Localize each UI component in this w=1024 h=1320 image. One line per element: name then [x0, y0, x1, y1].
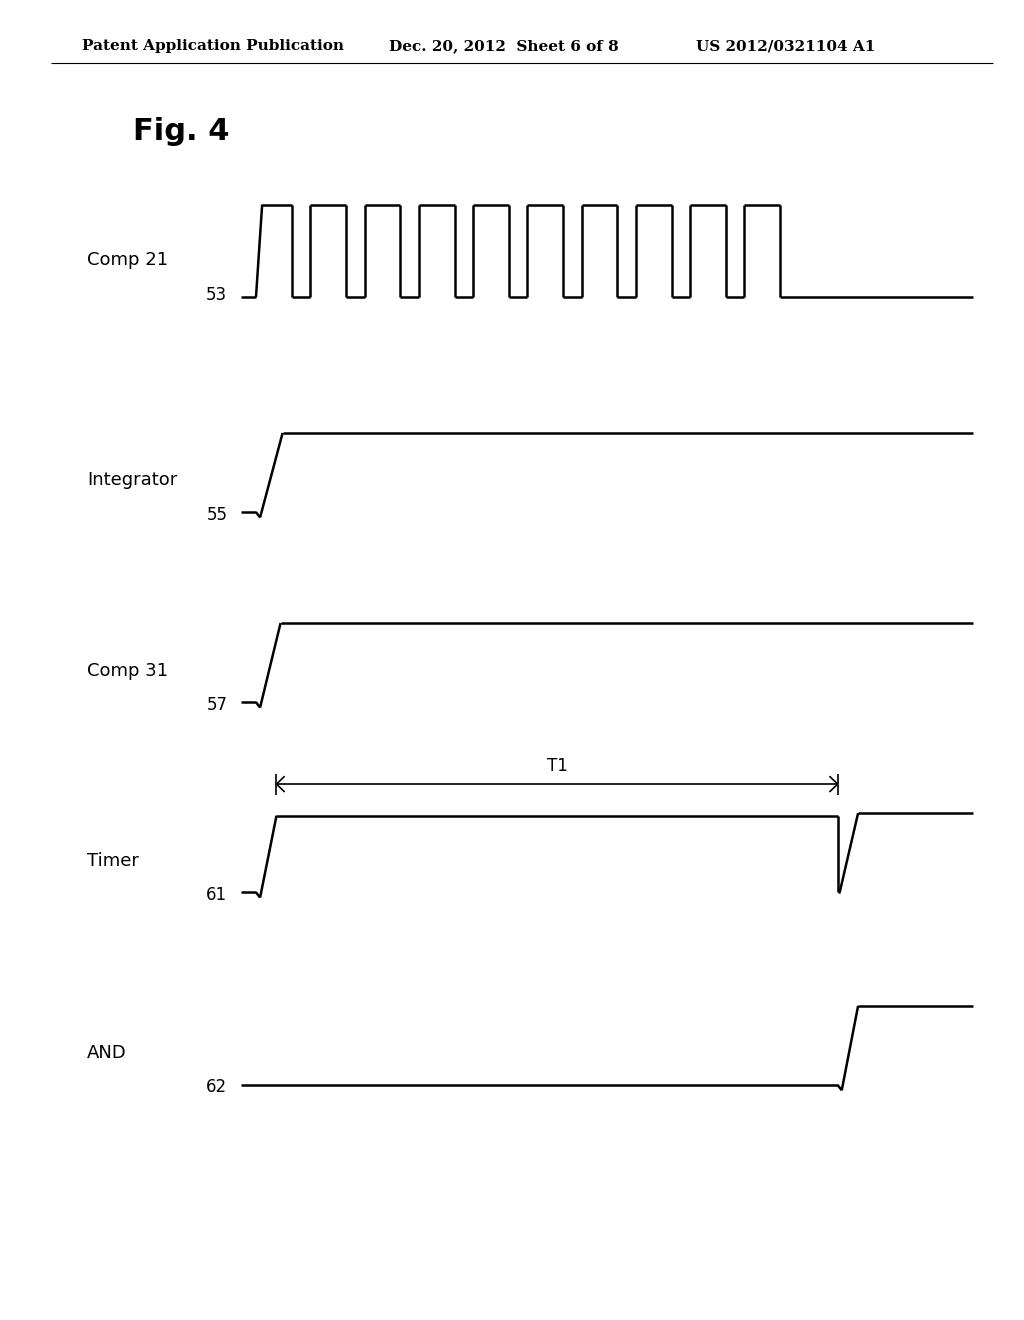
Text: Comp 21: Comp 21: [87, 251, 168, 269]
Text: T1: T1: [547, 756, 567, 775]
Text: 61: 61: [206, 886, 227, 904]
Text: Comp 31: Comp 31: [87, 661, 168, 680]
Text: US 2012/0321104 A1: US 2012/0321104 A1: [696, 40, 876, 53]
Text: 53: 53: [206, 286, 227, 305]
Text: 62: 62: [206, 1078, 227, 1097]
Text: Dec. 20, 2012  Sheet 6 of 8: Dec. 20, 2012 Sheet 6 of 8: [389, 40, 618, 53]
Text: Patent Application Publication: Patent Application Publication: [82, 40, 344, 53]
Text: 55: 55: [206, 506, 227, 524]
Text: Fig. 4: Fig. 4: [133, 117, 229, 147]
Text: Integrator: Integrator: [87, 471, 177, 490]
Text: 57: 57: [206, 696, 227, 714]
Text: Timer: Timer: [87, 851, 139, 870]
Text: AND: AND: [87, 1044, 127, 1063]
